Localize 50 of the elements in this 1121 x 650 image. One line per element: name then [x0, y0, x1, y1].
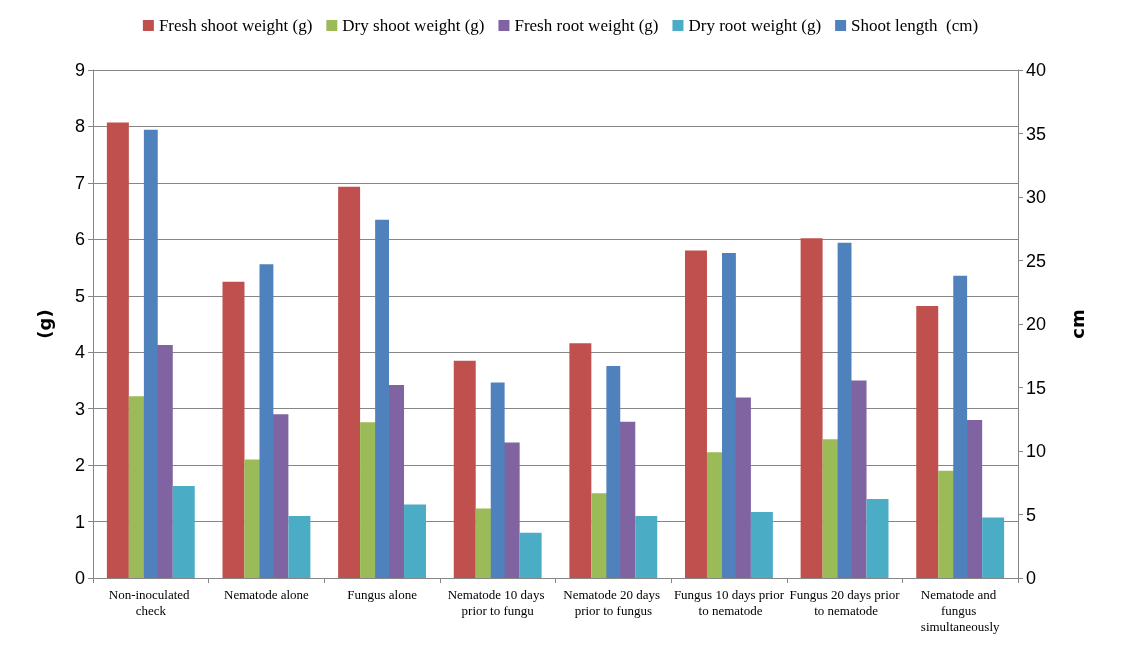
y-tick-label: 4 — [74, 342, 85, 363]
x-tick-label: Nematode alone — [224, 586, 310, 602]
y-axis-title: (g) — [33, 309, 55, 339]
legend-label: Dry root weight (g) — [688, 16, 822, 35]
legend-label: Fresh shoot weight (g) — [158, 16, 313, 35]
bar — [866, 498, 889, 578]
y-tick-label: 3 — [74, 398, 85, 419]
bar — [916, 305, 939, 578]
legend-label: Dry shoot weight (g) — [342, 16, 485, 35]
bar — [338, 186, 361, 578]
y2-tick-label: 35 — [1026, 123, 1047, 144]
x-tick-label: Fungus 10 days prior to nematode — [673, 586, 785, 618]
y-tick-label: 8 — [74, 116, 85, 137]
y2-tick-label: 20 — [1026, 314, 1047, 334]
y2-tick-label: 15 — [1026, 377, 1047, 398]
bar — [453, 360, 476, 578]
y-tick-label: 7 — [74, 172, 85, 193]
x-tick-label: Fungus 20 days prior to nematode — [789, 586, 901, 618]
y2-tick-label: 40 — [1026, 60, 1047, 80]
x-tick-label: Fungus alone — [347, 586, 418, 602]
legend-label: Fresh root weight (g) — [514, 16, 659, 35]
bar — [982, 517, 1005, 578]
bar — [106, 122, 129, 578]
x-tick-label: Nematode 10 days prior to fungu — [447, 586, 548, 618]
y-tick-label: 1 — [74, 511, 85, 532]
y2-tick-label: 25 — [1026, 250, 1047, 271]
y2-tick-label: 0 — [1026, 568, 1037, 588]
bar — [569, 343, 592, 578]
y-tick-label: 9 — [74, 60, 85, 80]
y-tick-label: 5 — [74, 285, 85, 306]
bar — [222, 281, 245, 578]
legend-label: Shoot length (cm) — [851, 16, 979, 35]
bar — [800, 238, 823, 578]
bar — [172, 486, 195, 578]
bar — [404, 504, 426, 578]
y2-tick-label: 10 — [1026, 441, 1047, 461]
bar — [750, 511, 773, 578]
bar — [685, 250, 707, 578]
y-tick-label: 6 — [74, 229, 85, 250]
bar — [635, 515, 658, 578]
bar — [519, 532, 542, 578]
y2-axis-title: cm — [1066, 309, 1088, 339]
y2-tick-label: 5 — [1026, 504, 1037, 525]
bar — [288, 515, 311, 578]
x-tick-label: Nematode 20 days prior to fungus — [563, 586, 664, 618]
x-tick-label: Nematode and fungus simultaneously — [920, 586, 1001, 634]
y2-tick-label: 30 — [1026, 187, 1047, 207]
y-tick-label: 0 — [74, 568, 85, 588]
y-tick-label: 2 — [74, 455, 85, 476]
x-tick-label: Non-inoculated check — [108, 586, 193, 618]
